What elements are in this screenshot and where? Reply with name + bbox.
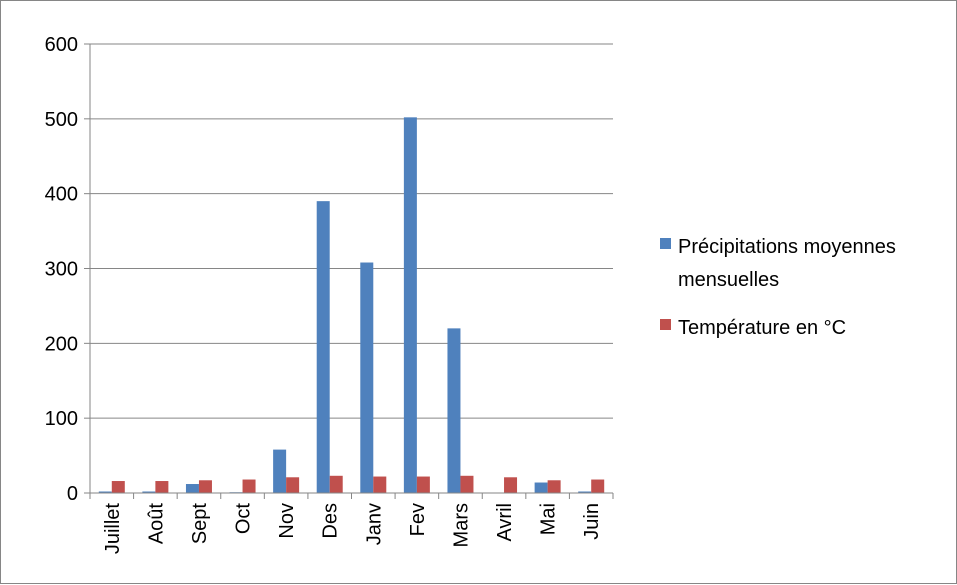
bar-precipitation <box>534 482 548 493</box>
bar-temperature <box>329 475 343 493</box>
y-tick-label: 500 <box>45 109 78 131</box>
gridlines <box>90 43 613 419</box>
x-tick-label: Juin <box>581 503 603 540</box>
bar-precipitation <box>578 491 592 493</box>
x-tick-label: Août <box>145 503 167 545</box>
bar-temperature <box>242 479 256 493</box>
bar-temperature <box>155 481 169 493</box>
x-tick-label: Mai <box>538 503 560 535</box>
bar-precipitation <box>98 491 112 493</box>
bar-precipitation <box>403 117 417 493</box>
x-tick-label: Sept <box>189 503 211 545</box>
bar-temperature <box>111 481 125 493</box>
bar-precipitation <box>142 491 156 493</box>
bar-precipitation <box>447 328 461 493</box>
y-tick-label: 100 <box>45 408 78 430</box>
x-tick-label: Des <box>320 503 342 539</box>
bars <box>98 117 605 493</box>
x-tick-labels: Juillet Août Sept Oct Nov Des Janv Fev Mars Avril… <box>102 503 603 555</box>
bar-temperature <box>286 477 300 493</box>
x-tick-label: Juillet <box>102 503 124 555</box>
y-tick-label: 600 <box>45 34 78 56</box>
bar-precipitation <box>360 262 374 493</box>
bar-temperature <box>373 476 387 493</box>
bar-precipitation <box>185 484 199 493</box>
y-tick-label: 200 <box>45 333 78 355</box>
bar-temperature <box>547 480 561 493</box>
y-tick-label: 300 <box>45 259 78 281</box>
x-tick-label: Mars <box>450 503 472 547</box>
legend-swatch-precipitation <box>660 238 671 249</box>
bar-precipitation <box>316 201 330 493</box>
x-tick-label: Janv <box>363 503 385 545</box>
bar-temperature <box>504 477 518 493</box>
bar-temperature <box>198 480 212 493</box>
x-tick-label: Fev <box>407 503 429 536</box>
legend-label: mensuelles <box>678 269 779 291</box>
legend-swatch-temperature <box>660 319 671 330</box>
legend: Précipitations moyennes mensuelles Tempéra… <box>660 236 896 339</box>
bar-precipitation <box>273 449 287 493</box>
bar-temperature <box>591 479 605 493</box>
bar-temperature <box>416 476 430 493</box>
legend-label: Précipitations moyennes <box>678 236 896 258</box>
x-tick-label: Oct <box>233 503 255 535</box>
y-tick-label: 400 <box>45 184 78 206</box>
axes <box>84 43 614 499</box>
x-tick-label: Nov <box>276 503 298 539</box>
bar-temperature <box>460 475 474 493</box>
y-tick-labels: 0 100 200 300 400 500 600 <box>45 34 78 505</box>
legend-label: Température en °C <box>678 317 846 339</box>
y-tick-label: 0 <box>67 483 78 505</box>
x-tick-label: Avril <box>494 503 516 542</box>
